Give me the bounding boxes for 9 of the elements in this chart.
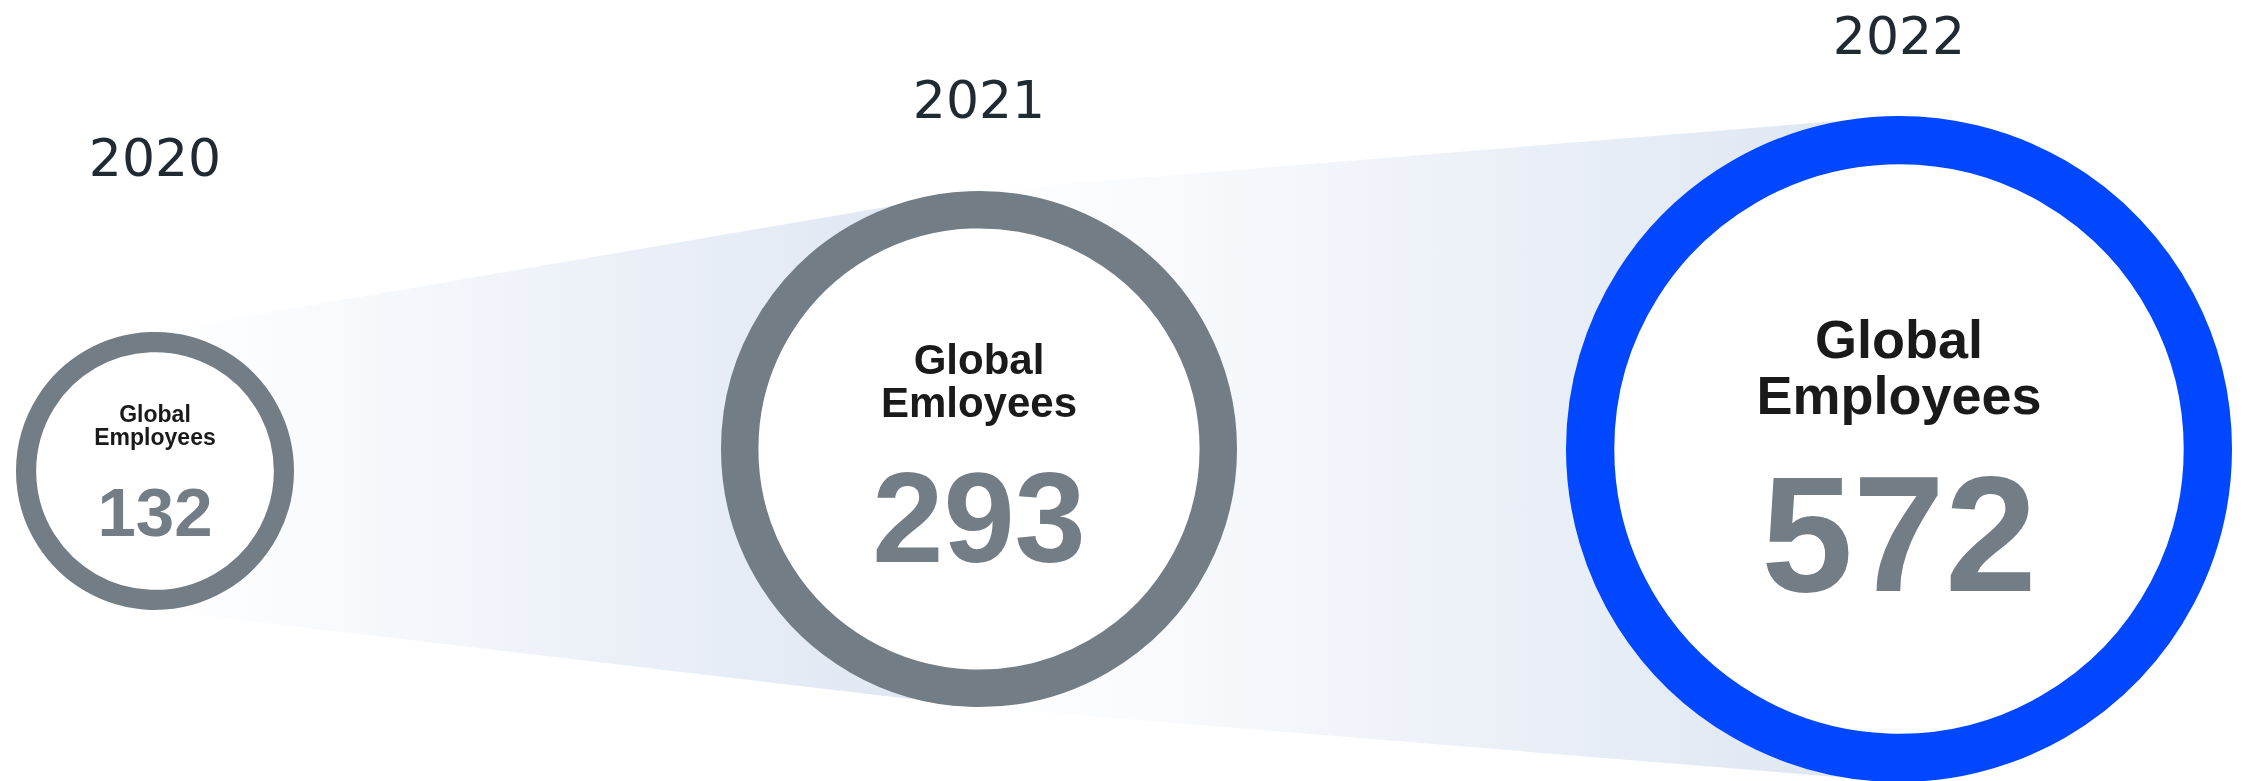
data-label: 572: [1761, 442, 2037, 626]
text: Global Employees: [94, 400, 216, 450]
text: Global Emloyees: [880, 335, 1078, 426]
data-label: 293: [872, 445, 1086, 589]
category-label: 2021: [912, 70, 1046, 130]
data-label: 132: [97, 473, 213, 551]
category-label: 2022: [1832, 6, 1966, 66]
category-label: 2020: [88, 128, 222, 188]
text: Global Employees: [1756, 309, 2042, 425]
